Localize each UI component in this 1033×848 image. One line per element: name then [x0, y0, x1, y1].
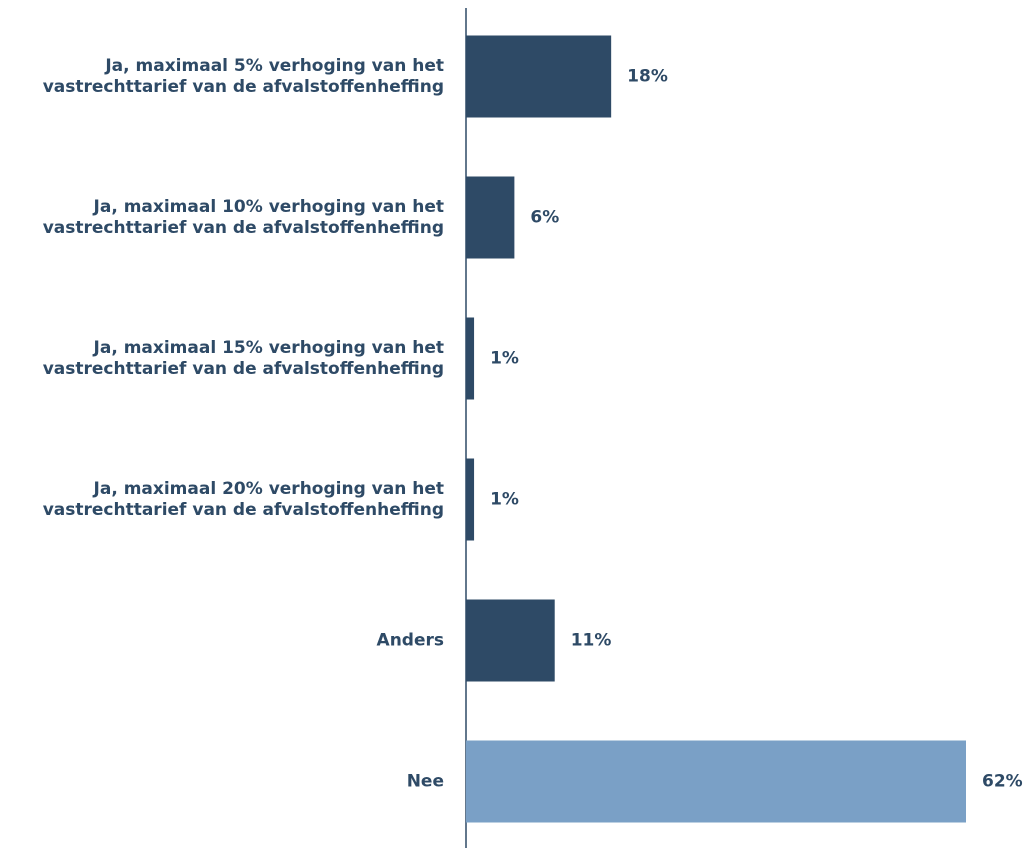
- category-label: Ja, maximaal 15% verhoging van het vastr…: [42, 337, 444, 379]
- category-label: Ja, maximaal 5% verhoging van het vastre…: [42, 55, 444, 97]
- category-label: Ja, maximaal 20% verhoging van het vastr…: [42, 478, 444, 520]
- category-label: Anders: [376, 630, 444, 650]
- bar: [466, 35, 612, 118]
- bar: [466, 317, 475, 400]
- value-label: 1%: [490, 349, 519, 369]
- bar: [466, 176, 515, 259]
- bar: [466, 740, 966, 823]
- bar: [466, 599, 555, 682]
- value-label: 18%: [627, 67, 668, 87]
- bar: [466, 458, 475, 541]
- value-label: 6%: [530, 208, 559, 228]
- value-label: 11%: [571, 631, 612, 651]
- category-label: Nee: [406, 771, 444, 791]
- value-label: 1%: [490, 490, 519, 510]
- value-label: 62%: [982, 772, 1023, 792]
- category-label: Ja, maximaal 10% verhoging van het vastr…: [42, 196, 444, 238]
